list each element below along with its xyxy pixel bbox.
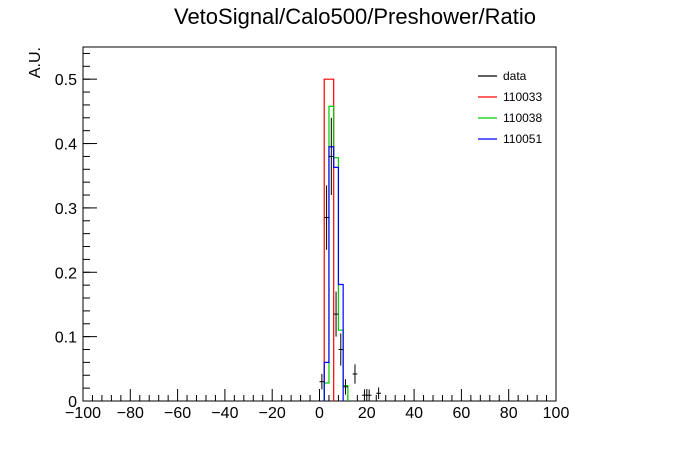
legend-label: data [503, 69, 527, 83]
data-point [328, 117, 334, 196]
legend-entry-110038: 110038 [478, 111, 542, 125]
y-tick-label: 0.5 [55, 72, 77, 89]
x-tick-label: 60 [453, 405, 471, 422]
data-point [352, 364, 358, 384]
legend-entry-110033: 110033 [478, 90, 542, 104]
y-axis-label: A.U. [27, 47, 44, 78]
data-point [343, 379, 348, 395]
series-110038-histogram [323, 105, 349, 401]
legend: data 110033 110038 110051 [478, 69, 542, 146]
y-tick-label: 0.4 [55, 137, 77, 154]
data-point [324, 185, 329, 250]
x-tick-label: 100 [543, 405, 570, 422]
series-110051-histogram [323, 146, 344, 401]
x-tick-label: −60 [164, 405, 191, 422]
x-axis: −100 −80 −60 −40 −20 0 20 40 60 80 100 [65, 389, 569, 422]
data-point [376, 387, 381, 400]
data-point [338, 333, 344, 366]
y-tick-label: 0 [68, 394, 77, 411]
y-tick-label: 0.3 [55, 201, 77, 218]
legend-label: 110033 [503, 90, 542, 104]
x-tick-label: 20 [358, 405, 376, 422]
data-point [319, 373, 325, 390]
legend-entry-110051: 110051 [478, 132, 542, 146]
x-tick-label: −40 [211, 405, 238, 422]
x-tick-label: 40 [405, 405, 423, 422]
data-point [366, 389, 372, 401]
legend-label: 110051 [503, 132, 542, 146]
plot-frame [82, 46, 557, 402]
legend-entry-data: data [478, 69, 527, 83]
y-tick-label: 0.2 [55, 265, 77, 282]
x-tick-label: 0 [315, 405, 324, 422]
x-tick-label: −100 [65, 405, 101, 422]
x-tick-label: −20 [259, 405, 286, 422]
x-tick-label: 80 [500, 405, 518, 422]
legend-label: 110038 [503, 111, 542, 125]
y-tick-label: 0.1 [55, 330, 77, 347]
x-tick-label: −80 [117, 405, 144, 422]
data-point [362, 389, 367, 401]
y-axis: 0 0.1 0.2 0.3 0.4 0.5 [55, 52, 97, 411]
chart-title: VetoSignal/Calo500/Preshower/Ratio [174, 4, 536, 29]
data-point [333, 291, 339, 337]
series-110033-histogram [323, 78, 335, 401]
series-layer [319, 78, 381, 401]
